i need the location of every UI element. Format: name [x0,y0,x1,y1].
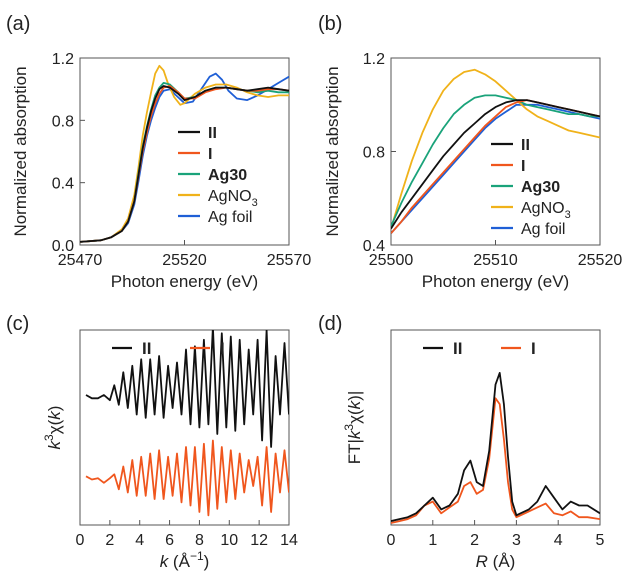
legend-label-AgNO3: AgNO3 [208,188,258,209]
y-axis-label: Normalized absorption [11,66,30,236]
x-tick-label: 3 [512,532,521,549]
legend-label-AgNO3: AgNO3 [521,200,571,221]
series-line-II [391,371,600,522]
x-tick-label: 4 [135,532,144,549]
x-tick-label: 25470 [58,252,103,269]
series-group [80,64,289,243]
series-line-Ag30 [80,82,289,243]
x-tick-label: 12 [250,532,268,549]
x-tick-label: 25520 [162,252,207,269]
legend-label-II: II [142,339,151,358]
x-axis-label: R (Å) [476,552,516,571]
series-line-II [85,330,289,448]
x-tick-label: 0 [387,532,396,549]
legend-label-II: II [208,125,217,142]
y-tick-label: 1.2 [363,51,385,68]
panel-c: (c)0 2 4 6 8 10 12 14k (Å−1)k3χ(k)II I [6,313,298,571]
x-axis-label: k (Å−1) [160,549,210,571]
series-group [85,330,289,517]
panel-a: (a) 25470 25520 25570 0.0 0.4 0.8 1.2 Photon ene… [6,13,311,291]
x-tick-label: 6 [165,532,174,549]
series-line-Ag30 [391,94,600,227]
legend-label-I: I [521,158,525,175]
y-axis-label: k3χ(k) [42,406,64,450]
y-tick-label: 0.4 [52,176,74,193]
series-group [391,68,600,234]
y-tick-label: 1.2 [52,51,74,68]
x-tick-label: 5 [596,532,605,549]
x-tick-label: 0 [76,532,85,549]
legend-label-Ag30: Ag30 [521,179,560,196]
x-axis-label: Photon energy (eV) [422,272,569,291]
x-tick-label: 4 [554,532,563,549]
series-line-II [80,85,289,243]
x-tick-label: 8 [195,532,204,549]
plot-frame [390,329,601,526]
y-tick-label: 0.4 [363,238,385,255]
y-tick-label: 0.8 [363,145,385,162]
x-tick-label: 25500 [369,252,414,269]
series-line-I [80,85,289,243]
legend-label-Ag30: Ag30 [208,167,247,184]
panel-label: (b) [318,13,342,35]
legend-label-I: I [208,146,212,163]
y-tick-label: 0.8 [52,113,74,130]
plot-frame [79,329,290,526]
x-tick-label: 25510 [473,252,518,269]
x-tick-label: 2 [470,532,479,549]
panel-d: (d)0 1 2 3 4 5R (Å)FT|k3χ(k)|II I [318,313,605,571]
series-line-II [391,99,600,230]
legend-label-II: II [453,339,462,358]
panel-label: (d) [318,313,342,335]
x-tick-label: 14 [280,532,298,549]
legend-label-Agfoil: Ag foil [208,209,252,226]
y-axis-label: Normalized absorption [323,66,342,236]
y-tick-label: 0.0 [52,238,74,255]
legend-label-I: I [531,339,536,358]
series-line-I [391,397,600,524]
x-tick-label: 25570 [267,252,312,269]
legend-label-I: I [220,339,225,358]
panel-b: (b) 25500 25510 25520 0.4 0.8 1.2 Photon energy… [318,13,622,291]
x-tick-label: 2 [105,532,114,549]
series-line-I [85,439,289,517]
panel-label: (a) [6,13,30,35]
x-tick-label: 1 [428,532,437,549]
series-line-AgNO3 [391,68,600,229]
x-tick-label: 10 [220,532,238,549]
y-axis-label: FT|k3χ(k)| [342,391,364,465]
legend-label-Agfoil: Ag foil [521,221,565,238]
x-tick-label: 25520 [578,252,623,269]
series-line-Agfoil [391,103,600,234]
series-group [391,371,600,524]
x-axis-label: Photon energy (eV) [111,272,258,291]
legend-label-II: II [521,137,530,154]
panel-label: (c) [6,313,29,335]
